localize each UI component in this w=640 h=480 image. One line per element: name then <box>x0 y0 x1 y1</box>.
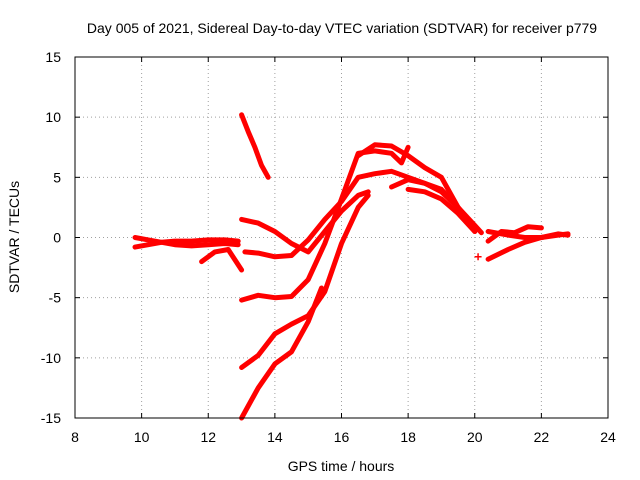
x-tick-label: 18 <box>400 429 416 445</box>
series-line-3 <box>199 247 245 273</box>
y-tick-label: 15 <box>45 49 61 65</box>
y-tick-label: 10 <box>45 109 61 125</box>
data-series <box>132 112 571 421</box>
x-tick-label: 16 <box>334 429 350 445</box>
series-line-14 <box>485 231 571 262</box>
series-line-4 <box>239 112 271 180</box>
series-line-1 <box>132 235 241 249</box>
series-line-7 <box>239 144 411 303</box>
x-tick-label: 20 <box>467 429 483 445</box>
x-tick-label: 10 <box>134 429 150 445</box>
chart-title: Day 005 of 2021, Sidereal Day-to-day VTE… <box>87 20 597 36</box>
y-tick-label: 0 <box>53 230 61 246</box>
series-line-12 <box>405 186 478 234</box>
series-line-15 <box>485 224 544 244</box>
y-tick-label: -15 <box>41 410 61 426</box>
x-tick-label: 8 <box>71 429 79 445</box>
axis-ticks: 8 10 12 14 16 18 20 22 24 -15 -10 -5 0 5 10 15 <box>41 49 616 445</box>
x-tick-label: 12 <box>200 429 216 445</box>
series-line-9 <box>239 285 324 421</box>
x-tick-label: 22 <box>534 429 550 445</box>
series-line-11 <box>389 177 478 234</box>
x-tick-label: 24 <box>600 429 616 445</box>
x-axis-label: GPS time / hours <box>288 458 395 474</box>
y-tick-label: -5 <box>49 290 62 306</box>
y-tick-label: 5 <box>53 169 61 185</box>
x-tick-label: 14 <box>267 429 283 445</box>
series-line-5 <box>239 189 371 255</box>
y-tick-label: -10 <box>41 350 61 366</box>
series-line-2 <box>132 237 241 250</box>
y-axis-label: SDTVAR / TECUs <box>6 181 22 293</box>
